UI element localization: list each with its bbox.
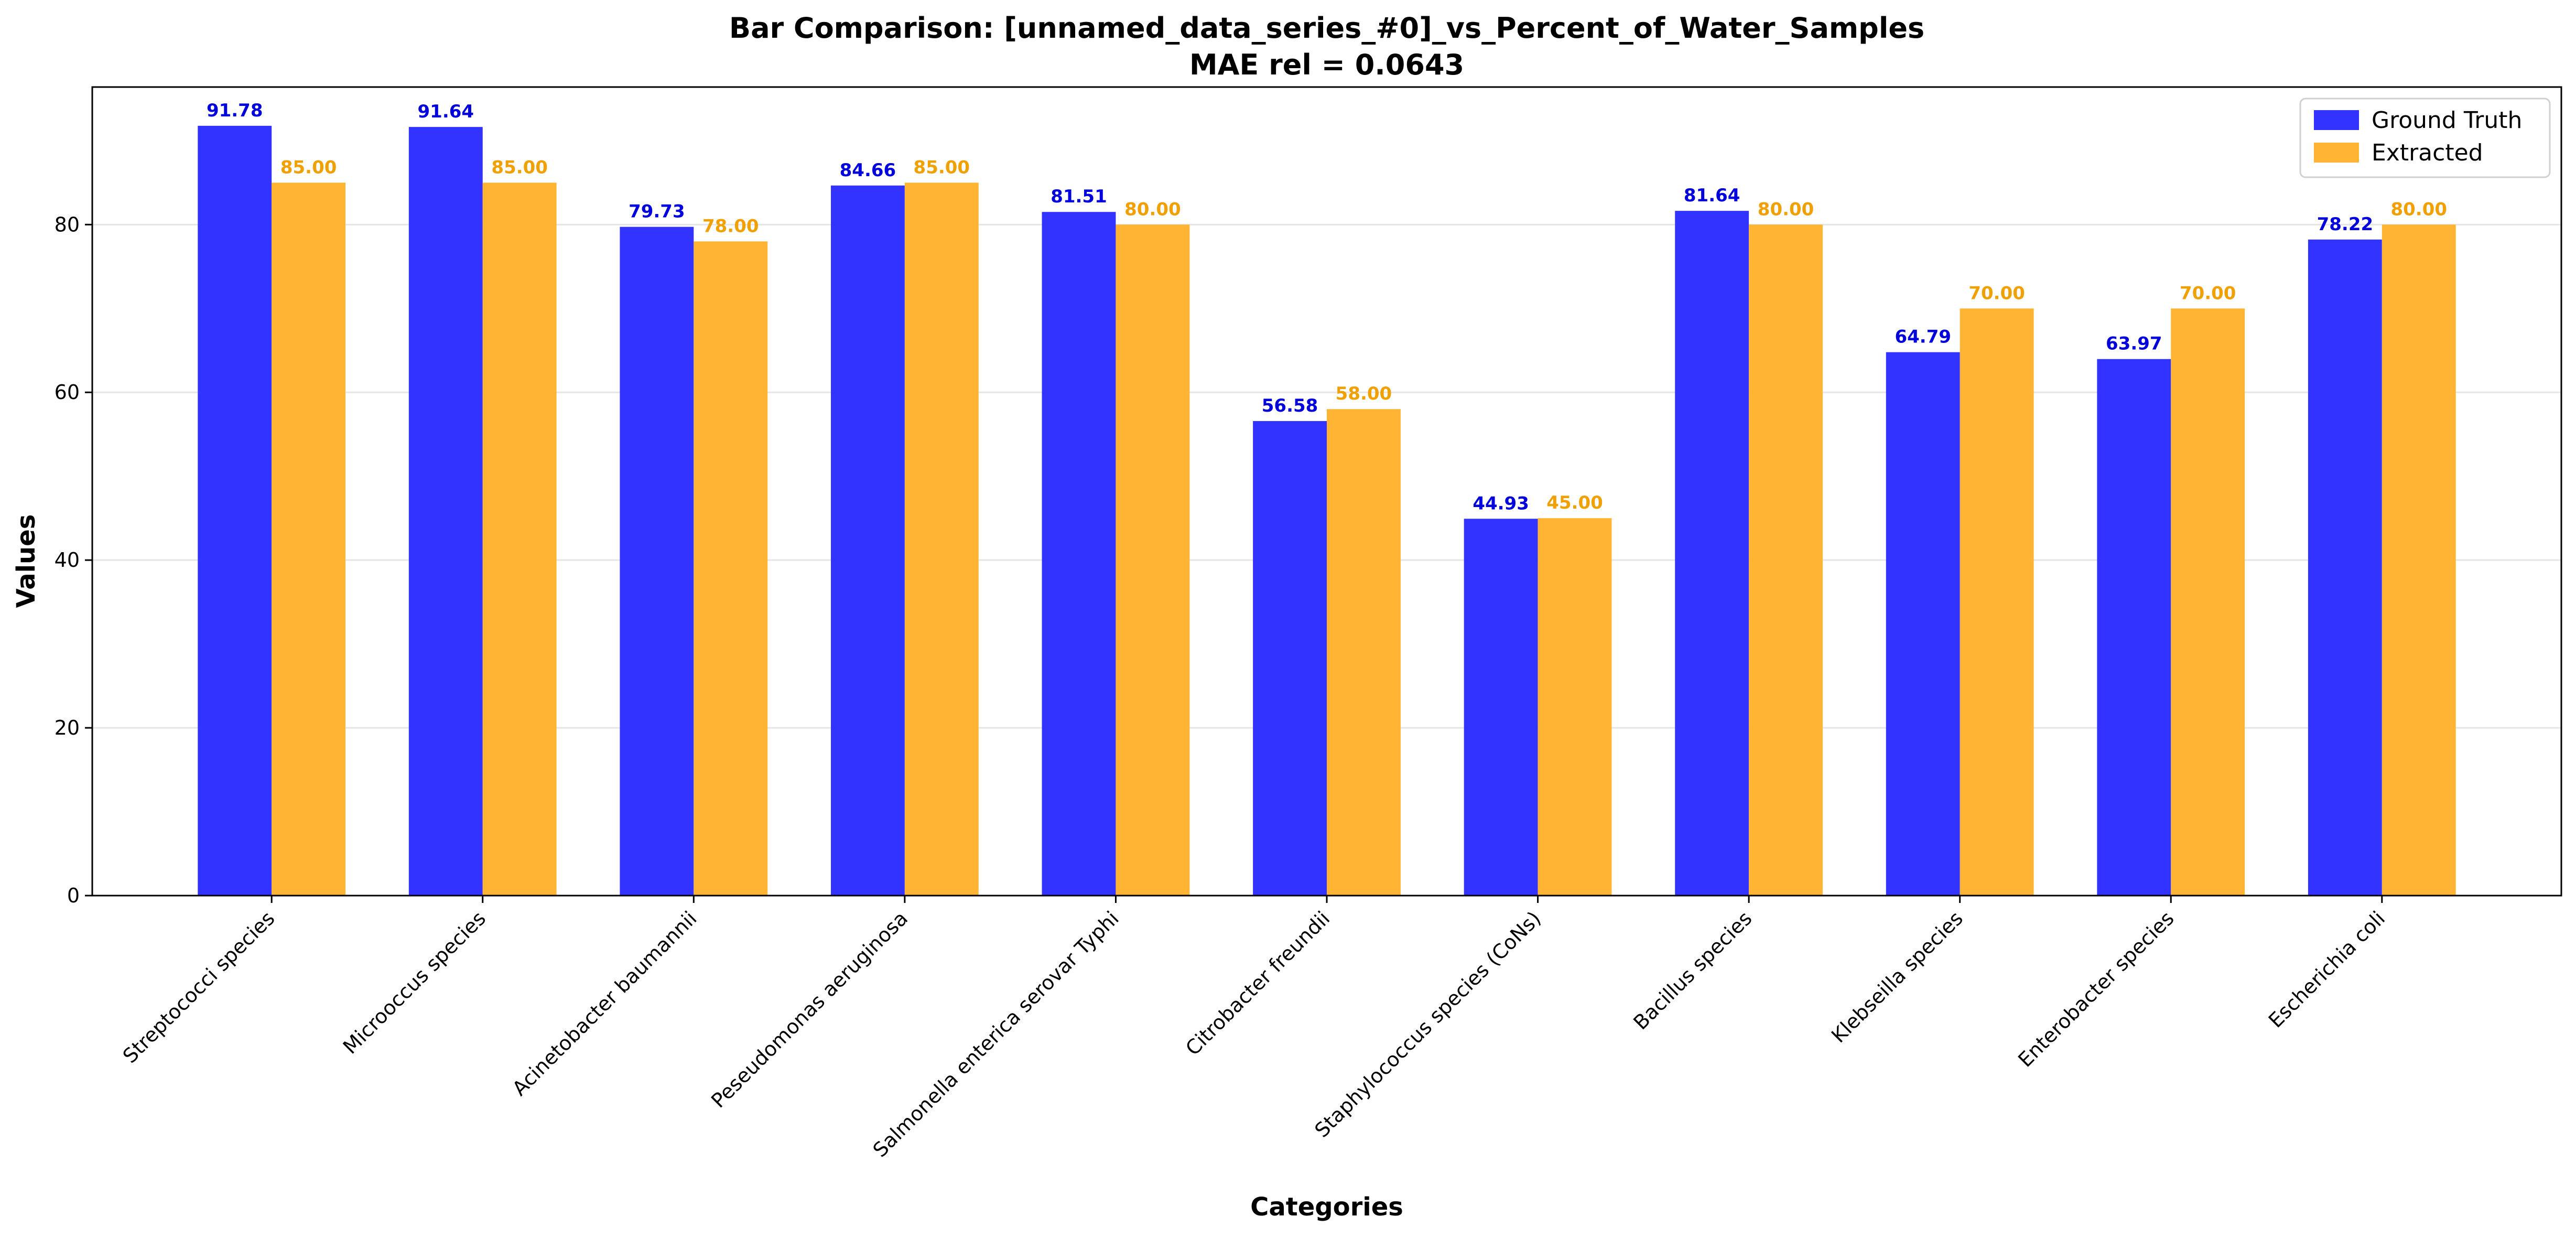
bar-extracted [2171,308,2245,896]
bar-value-label: 79.73 [629,201,685,222]
y-tick-label: 80 [55,213,80,236]
y-ticks: 0 20 40 60 80 [55,213,92,907]
bar-extracted [482,182,557,896]
bar-value-label: 56.58 [1262,395,1318,416]
bar-extracted [1960,308,2034,896]
bar-ground-truth [1886,352,1960,896]
bar-value-label: 63.97 [2106,333,2162,354]
bar-value-label: 81.51 [1051,186,1107,207]
x-axis-label: Categories [1250,1192,1403,1222]
bar-value-label: 84.66 [840,160,896,181]
bar-extracted [272,182,346,896]
bar-value-label: 85.00 [491,157,548,178]
chart-title: Bar Comparison: [unnamed_data_series_#0]… [729,12,1924,45]
bar-value-label: 58.00 [1336,383,1392,404]
y-tick-label: 40 [55,548,80,572]
y-axis-label: Values [12,514,41,608]
y-tick-label: 0 [67,884,80,907]
bar-value-label: 78.22 [2317,214,2374,235]
bar-value-label: 44.93 [1473,493,1529,514]
legend-label: Ground Truth [2372,107,2522,134]
chart-subtitle: MAE rel = 0.0643 [1189,48,1464,81]
bar-value-label: 78.00 [702,216,759,236]
bar-ground-truth [1042,212,1116,896]
legend-box [2299,98,2551,178]
bar-value-label: 91.78 [207,100,263,121]
bar-ground-truth [2097,359,2171,896]
bar-ground-truth [830,185,905,896]
bar-ground-truth [1675,211,1749,896]
bar-value-labels: 91.78 91.64 79.73 84.66 81.51 56.58 44.93 81.64… [207,100,2447,514]
bars [198,125,2456,896]
bar-value-label: 80.00 [1758,199,1814,220]
bar-value-label: 80.00 [2390,199,2447,220]
bar-value-label: 70.00 [1968,283,2025,304]
bar-extracted [694,241,768,896]
y-tick-label: 20 [55,716,80,739]
bar-ground-truth [620,227,694,896]
legend: Ground Truth Extracted [2299,98,2551,178]
bar-extracted [2382,224,2456,896]
legend-swatch [2314,143,2359,163]
bar-extracted [1538,518,1612,896]
bar-ground-truth [408,127,483,896]
bar-ground-truth [1464,519,1538,896]
legend-swatch [2314,110,2359,130]
bar-value-label: 81.64 [1684,185,1740,206]
bar-value-label: 80.00 [1124,199,1181,220]
bar-extracted [1327,409,1401,896]
bar-extracted [1749,224,1823,896]
bar-value-label: 70.00 [2180,283,2236,304]
bar-value-label: 64.79 [1895,327,1951,348]
y-tick-label: 60 [55,381,80,404]
bar-ground-truth [2308,239,2382,896]
bar-value-label: 85.00 [914,157,970,178]
bar-ground-truth [1253,421,1327,896]
legend-label: Extracted [2372,139,2483,166]
bar-extracted [904,182,979,896]
bar-value-label: 45.00 [1546,492,1603,513]
bar-ground-truth [198,125,272,896]
bar-extracted [1116,224,1190,896]
bar-value-label: 85.00 [280,157,337,178]
bar-value-label: 91.64 [418,101,474,122]
